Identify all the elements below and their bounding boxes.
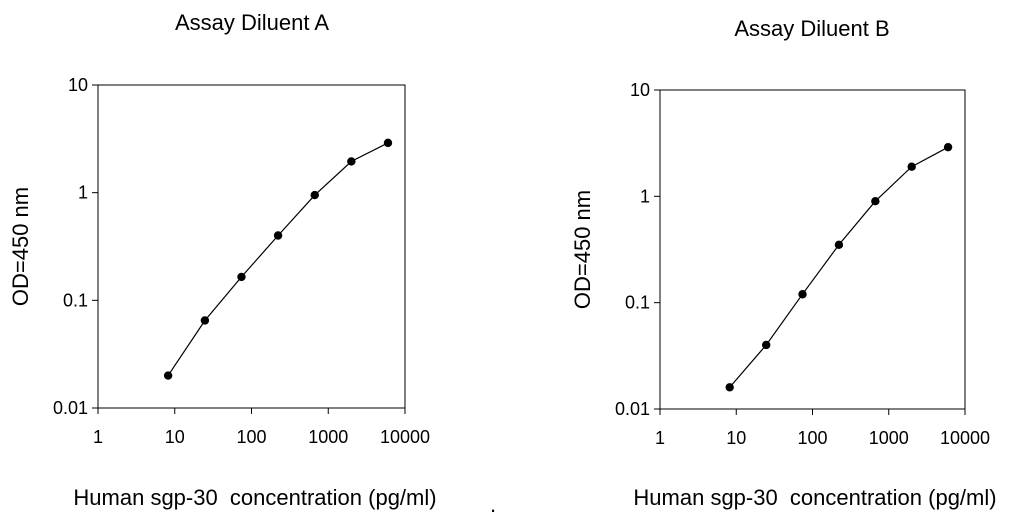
data-point [310,190,319,200]
y-axis-label: OD=450 nm [8,187,33,306]
x-tick-label: 10 [726,428,746,448]
x-tick-label: 10000 [940,428,990,448]
y-tick-label: 0.1 [63,290,88,310]
data-point [798,290,807,299]
x-axis-label: Human sgp-30 concentration (pg/ml) [73,485,436,510]
y-tick-label: 0.01 [53,398,88,418]
data-point [725,383,734,392]
data-point [237,272,246,282]
chart-title: Assay Diluent A [175,10,329,35]
x-tick-label: 1 [655,428,665,448]
data-point [200,316,210,325]
x-tick-label: 100 [236,427,266,447]
y-tick-label: 0.1 [625,293,650,313]
data-point [163,371,173,380]
y-tick-label: 10 [68,75,88,95]
chart-1: Assay Diluent A 0.01 0.1 1 10 1 10 100 1000 10000… [8,10,437,510]
y-tick-label: 1 [78,183,88,203]
chart-title: Assay Diluent B [734,16,889,41]
y-tick-label: 0.01 [615,399,650,419]
x-tick-label: 100 [797,428,827,448]
x-tick-label: 1 [93,427,103,447]
series-line [167,142,389,376]
data-point [907,162,916,171]
plot-area [97,84,406,409]
x-tick-label: 10000 [380,427,430,447]
x-axis-label: Human sgp-30 concentration (pg/ml) [633,485,996,510]
data-point [347,157,356,166]
data-point [834,240,844,250]
x-tick-label: 1000 [869,428,909,448]
x-tick-label: 10 [165,427,185,447]
data-point [943,142,953,152]
x-tick-label: 1000 [308,427,348,447]
plot-area [659,89,966,410]
footer-mark: . [490,492,496,517]
y-tick-label: 10 [630,80,650,100]
chart-2: Assay Diluent B 0.01 0.1 1 10 1 10 100 1000 10000… [570,16,997,510]
series-line [729,146,949,388]
y-tick-label: 1 [640,186,650,206]
data-point [871,196,880,206]
data-point [383,138,393,148]
data-point [273,231,283,240]
y-axis-label: OD=450 nm [570,190,595,309]
data-point [761,340,771,350]
